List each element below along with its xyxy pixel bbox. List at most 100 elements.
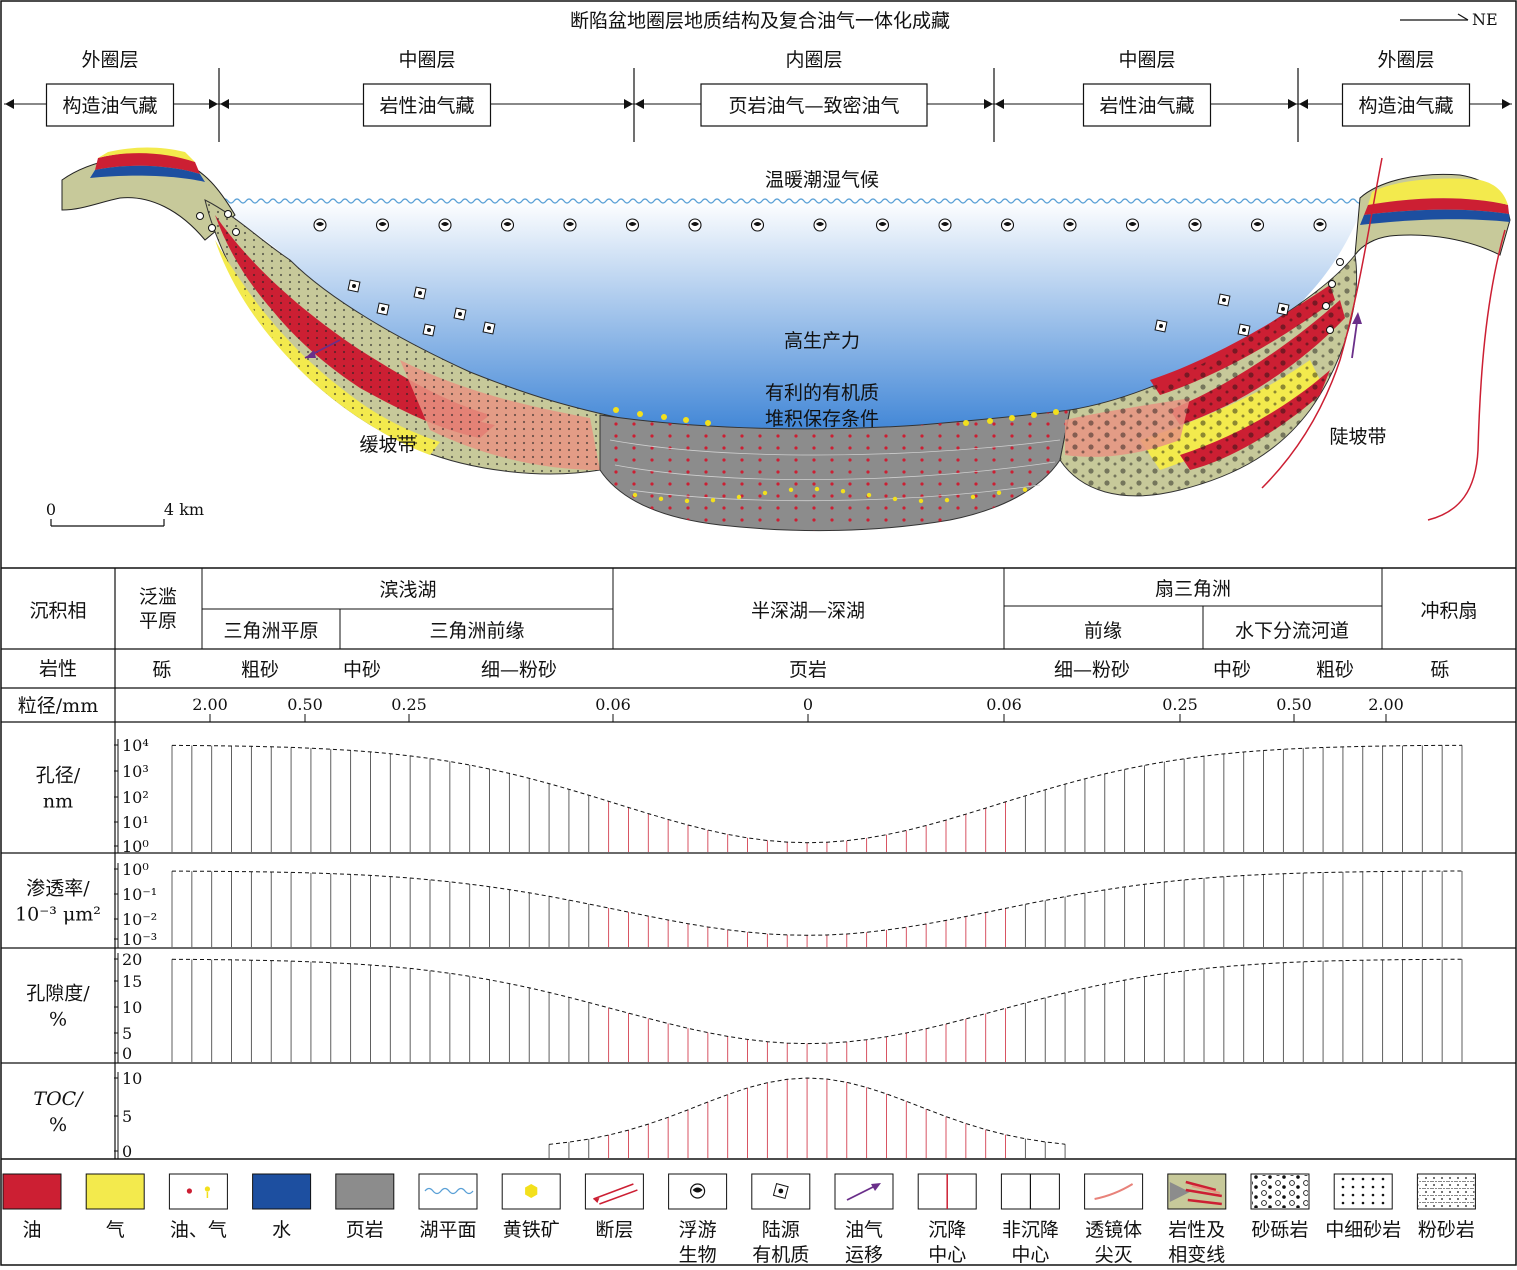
pyrite-dot (1031, 412, 1037, 418)
plankton-icon (1063, 218, 1077, 232)
chart-ylabel-line1: 孔隙度/ (26, 983, 90, 1005)
shale-gas-dot (762, 490, 768, 496)
lithology-cell: 砾 (152, 659, 171, 681)
chart-ylabel-line1: TOC/ (33, 1088, 84, 1110)
chart-panel: 孔径/nm 10⁴ 10³ 10² 10¹ 10⁰ (36, 736, 1463, 856)
lake-water (205, 200, 1365, 434)
terrestrial-organic-core (381, 307, 385, 311)
terrestrial-organic-core (418, 291, 422, 295)
chart-ylabel-line1: 孔径/ (36, 765, 81, 787)
legend-item: 水 (252, 1173, 312, 1241)
zone-arrowhead-left (220, 99, 229, 109)
pyrite-dot (963, 420, 969, 426)
grain-row-label: 粒径/mm (18, 695, 98, 717)
terrestrial-organic-core (1242, 328, 1246, 332)
migration-arrow-right (1351, 312, 1362, 359)
chart-y-tick-label: 0 (122, 1142, 132, 1161)
facies-shore-lake: 滨浅湖 (379, 579, 436, 601)
zone-reservoir-label: 构造油气藏 (1358, 95, 1453, 117)
zone-arrowhead-right (1502, 99, 1511, 109)
chart-ylabel-line2: % (49, 1009, 67, 1031)
shale-gas-dot (814, 486, 820, 492)
property-table: 沉积相 岩性 粒径/mm 泛滥 平原 滨浅湖 三角洲平原 三角洲前缘 半深湖—深… (1, 567, 1516, 1160)
zone-arrowhead-right (209, 99, 218, 109)
legend-label: 粉砂岩 (1418, 1219, 1475, 1241)
conglomerate-clast (1326, 326, 1334, 334)
legend-label: 断层 (595, 1219, 633, 1241)
legend-label: 中心 (1011, 1244, 1049, 1266)
chart-y-tick-label: 10⁰ (122, 860, 149, 879)
legend-label: 油气 (845, 1219, 883, 1241)
conglomerate-clast (1328, 280, 1336, 288)
shale-gas-dot (736, 494, 742, 500)
zone-arrowhead-left (1299, 99, 1308, 109)
oil-gas-dots (168, 1173, 228, 1210)
figure-title: 断陷盆地圈层地质结构及复合油气一体化成藏 (570, 10, 950, 32)
terrestrial-organic-core (1281, 307, 1285, 311)
chart-y-tick-label: 10⁻³ (122, 930, 157, 949)
water-swatch (252, 1173, 312, 1210)
plankton-icon (875, 218, 890, 232)
north-arrow: NE (1400, 10, 1498, 29)
left-oil-cap (95, 152, 200, 174)
lithology-cell: 细—粉砂 (1054, 659, 1130, 681)
chart-y-tick-label: 10⁻¹ (122, 885, 157, 904)
lithology-cell: 中砂 (343, 659, 381, 681)
grain-tick-label: 0.50 (1276, 695, 1312, 714)
zone-ring-label: 外圈层 (1377, 49, 1434, 71)
pyrite-dot (661, 414, 667, 420)
chart-y-tick-label: 10² (122, 788, 149, 807)
chart-y-tick-label: 10¹ (122, 813, 149, 832)
scale-bar: 0 4 km (46, 500, 204, 527)
zone-arrowhead-left (995, 99, 1004, 109)
zone-arrowhead-left (635, 99, 644, 109)
legend-label: 中心 (928, 1244, 966, 1266)
zone-ring-label: 中圈层 (1118, 49, 1175, 71)
chart-envelope (171, 958, 1463, 1045)
preservation-label-1: 有利的有机质 (765, 382, 879, 404)
steep-slope-label: 陡坡带 (1329, 426, 1386, 448)
scale-bar-start: 0 (46, 500, 56, 519)
shale-gas-dot (840, 489, 846, 494)
legend-label: 气 (106, 1219, 125, 1241)
chart-y-tick-label: 5 (122, 1024, 132, 1043)
chart-envelope (549, 1077, 1066, 1145)
legend-label: 湖平面 (419, 1219, 476, 1241)
chart-y-tick-label: 20 (122, 950, 142, 969)
shale-gas-dot (684, 498, 690, 504)
chart-y-tick-label: 10⁴ (122, 736, 149, 755)
grain-tick-label: 2.00 (192, 695, 228, 714)
shale-oil-dots (600, 410, 1070, 531)
plankton-icon (688, 218, 702, 232)
conglomerate-clast (196, 212, 204, 220)
legend-label: 岩性及 (1168, 1219, 1225, 1241)
basin-cross-section: 温暖潮湿气候 高生产力 有利的有机质 堆积保存条件 缓坡带 陡坡带 0 4 km (46, 147, 1511, 532)
shale-gas-dot (788, 487, 794, 492)
legend-label: 页岩 (346, 1219, 384, 1241)
pyrite-dot (683, 417, 689, 423)
chart-y-tick-label: 5 (122, 1107, 132, 1126)
facies-floodplain-2: 平原 (139, 610, 177, 632)
zone-reservoir-label: 构造油气藏 (62, 95, 157, 117)
zone-arrowhead-right (984, 99, 993, 109)
lithology-cell: 粗砂 (241, 659, 279, 681)
plankton-icon (1188, 218, 1202, 232)
legend-label: 透镜体 (1085, 1219, 1142, 1241)
lithology-row-label: 岩性 (39, 658, 77, 680)
preservation-label-2: 堆积保存条件 (765, 408, 879, 430)
grain-tick-label: 0 (803, 695, 813, 714)
lithology-cell: 砾 (1430, 659, 1449, 681)
right-water-layer (1360, 209, 1510, 225)
fault-outer (1427, 229, 1506, 521)
left-gas-cap (98, 147, 195, 162)
shale-swatch (335, 1173, 395, 1210)
migration-arrow-left (304, 339, 341, 359)
climate-label: 温暖潮湿气候 (765, 169, 879, 191)
pyrite-dot (705, 420, 711, 426)
legend-label: 沉降 (928, 1219, 966, 1241)
chart-ylabel-line1: 渗透率/ (26, 878, 90, 900)
